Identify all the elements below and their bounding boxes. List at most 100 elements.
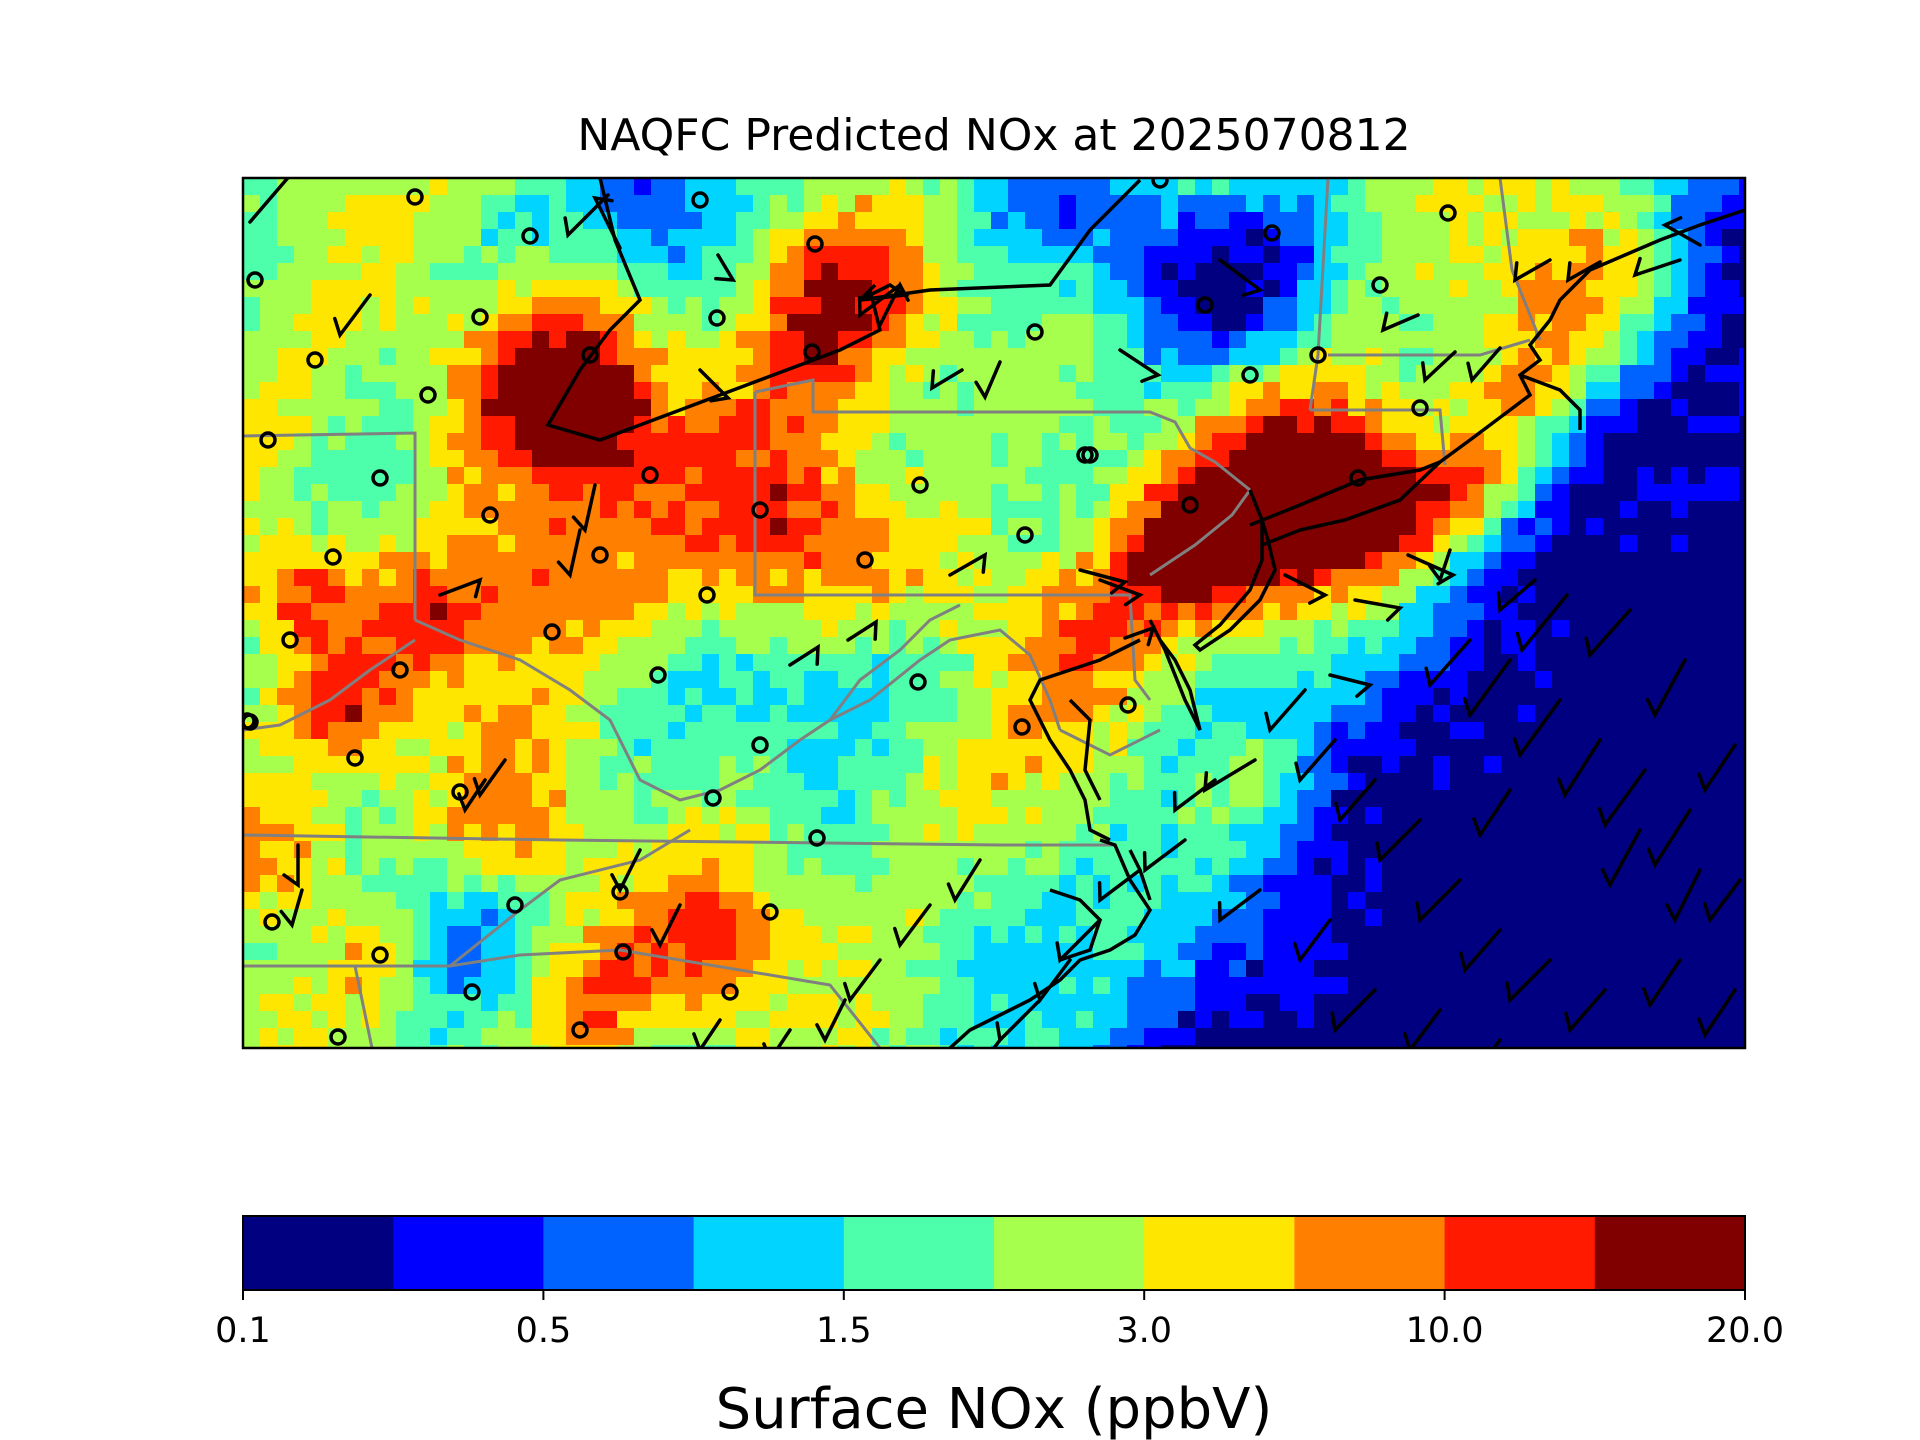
field-cell — [804, 960, 822, 978]
field-cell — [668, 280, 686, 298]
field-cell — [566, 637, 584, 655]
field-cell — [1671, 637, 1689, 655]
field-cell — [889, 246, 907, 264]
field-cell — [838, 603, 856, 621]
field-cell — [1110, 960, 1128, 978]
field-cell — [328, 722, 346, 740]
field-cell — [1008, 178, 1026, 196]
field-cell — [243, 807, 261, 825]
field-cell — [396, 484, 414, 502]
field-cell — [719, 824, 737, 842]
field-cell — [991, 705, 1009, 723]
field-cell — [430, 450, 448, 468]
field-cell — [906, 297, 924, 315]
field-cell — [974, 739, 992, 757]
field-cell — [685, 212, 703, 230]
field-cell — [328, 926, 346, 944]
field-cell — [787, 501, 805, 519]
field-cell — [498, 586, 516, 604]
field-cell — [413, 365, 431, 383]
field-cell — [1161, 433, 1179, 451]
field-cell — [1246, 688, 1264, 706]
colorbar-swatch — [543, 1216, 695, 1290]
field-cell — [379, 773, 397, 791]
field-cell — [1297, 297, 1315, 315]
field-cell — [1501, 518, 1519, 536]
field-cell — [1178, 994, 1196, 1012]
field-cell — [549, 739, 567, 757]
field-cell — [1518, 756, 1536, 774]
field-cell — [1331, 280, 1349, 298]
field-cell — [498, 263, 516, 281]
field-cell — [515, 620, 533, 638]
field-cell — [1722, 348, 1740, 366]
field-cell — [379, 705, 397, 723]
field-cell — [345, 501, 363, 519]
field-cell — [600, 484, 618, 502]
field-cell — [1382, 654, 1400, 672]
field-cell — [1297, 263, 1315, 281]
field-cell — [1484, 586, 1502, 604]
field-cell — [1144, 807, 1162, 825]
field-cell — [413, 705, 431, 723]
field-cell — [1501, 365, 1519, 383]
field-cell — [600, 365, 618, 383]
field-cell — [1501, 909, 1519, 927]
field-cell — [1076, 501, 1094, 519]
field-cell — [634, 535, 652, 553]
field-cell — [1688, 620, 1706, 638]
field-cell — [770, 943, 788, 961]
field-cell — [1042, 909, 1060, 927]
field-cell — [1348, 212, 1366, 230]
field-cell — [634, 212, 652, 230]
field-cell — [1467, 518, 1485, 536]
field-cell — [1348, 960, 1366, 978]
field-cell — [413, 977, 431, 995]
field-cell — [1450, 229, 1468, 247]
field-cell — [498, 994, 516, 1012]
field-cell — [1722, 501, 1740, 519]
field-cell — [1654, 773, 1672, 791]
field-cell — [362, 875, 380, 893]
field-cell — [566, 722, 584, 740]
field-cell — [685, 1045, 703, 1048]
field-cell — [1348, 586, 1366, 604]
field-cell — [1654, 1011, 1672, 1029]
field-cell — [1586, 229, 1604, 247]
field-cell — [1365, 178, 1383, 196]
field-cell — [1620, 433, 1638, 451]
field-cell — [1008, 229, 1026, 247]
field-cell — [1586, 790, 1604, 808]
field-cell — [413, 484, 431, 502]
field-cell — [1280, 858, 1298, 876]
field-cell — [515, 875, 533, 893]
field-cell — [498, 824, 516, 842]
field-cell — [1110, 1028, 1128, 1046]
field-cell — [668, 518, 686, 536]
field-cell — [583, 314, 601, 332]
field-cell — [974, 569, 992, 587]
field-cell — [1399, 892, 1417, 910]
field-cell — [600, 620, 618, 638]
field-cell — [1688, 501, 1706, 519]
field-cell — [1263, 722, 1281, 740]
field-cell — [430, 926, 448, 944]
field-cell — [1671, 977, 1689, 995]
field-cell — [991, 671, 1009, 689]
field-cell — [1382, 943, 1400, 961]
field-cell — [940, 943, 958, 961]
field-cell — [1212, 994, 1230, 1012]
field-cell — [1518, 450, 1536, 468]
field-cell — [1365, 518, 1383, 536]
field-cell — [753, 603, 771, 621]
wind-barb — [591, 195, 622, 250]
field-cell — [1399, 1011, 1417, 1029]
field-cell — [1144, 654, 1162, 672]
wind-barb — [1515, 593, 1569, 654]
field-cell — [1365, 807, 1383, 825]
field-cell — [719, 569, 737, 587]
field-cell — [719, 688, 737, 706]
field-cell — [838, 1045, 856, 1048]
field-cell — [1552, 620, 1570, 638]
field-cell — [260, 892, 278, 910]
